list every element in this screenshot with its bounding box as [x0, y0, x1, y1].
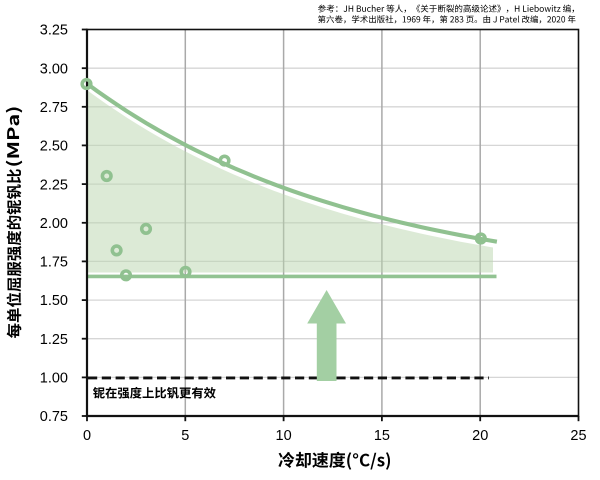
svg-text:25: 25 [570, 428, 586, 444]
svg-text:2.50: 2.50 [40, 139, 68, 155]
svg-text:5: 5 [181, 428, 189, 444]
svg-text:2.00: 2.00 [40, 216, 68, 232]
svg-text:3.00: 3.00 [40, 61, 68, 77]
svg-text:1.25: 1.25 [40, 332, 68, 348]
svg-text:2.25: 2.25 [40, 177, 68, 193]
svg-text:20: 20 [472, 428, 488, 444]
svg-text:15: 15 [374, 428, 390, 444]
svg-text:10: 10 [276, 428, 292, 444]
svg-text:0.75: 0.75 [40, 409, 68, 425]
svg-text:1.50: 1.50 [40, 293, 68, 309]
svg-text:2.75: 2.75 [40, 100, 68, 116]
svg-text:3.25: 3.25 [40, 23, 68, 39]
svg-text:1.00: 1.00 [40, 371, 68, 387]
svg-text:0: 0 [83, 428, 91, 444]
svg-text:1.75: 1.75 [40, 255, 68, 271]
